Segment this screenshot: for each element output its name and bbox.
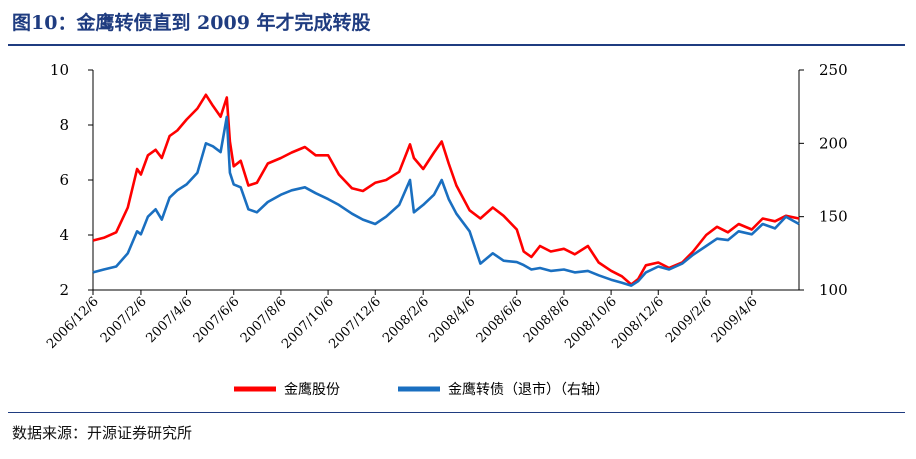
series-lines bbox=[92, 93, 800, 287]
x-tick-label: 2006/12/6 bbox=[44, 294, 102, 352]
tick-labels: 2468101001502002502006/12/62007/2/62007/… bbox=[44, 61, 848, 352]
x-tick-label: 2008/2/6 bbox=[380, 294, 432, 346]
title-rule bbox=[8, 44, 905, 46]
right-tick-label: 200 bbox=[819, 134, 848, 152]
x-tick-label: 2009/4/6 bbox=[709, 294, 761, 346]
x-tick-label: 2008/4/6 bbox=[427, 294, 479, 346]
line-chart: 2468101001502002502006/12/62007/2/62007/… bbox=[44, 61, 848, 398]
x-tick-label: 2008/12/6 bbox=[609, 294, 667, 352]
left-tick-label: 10 bbox=[50, 61, 69, 79]
x-tick-label: 2007/6/6 bbox=[191, 294, 243, 346]
left-tick-label: 8 bbox=[59, 116, 69, 134]
left-tick-label: 2 bbox=[59, 281, 69, 299]
right-tick-label: 250 bbox=[819, 61, 848, 79]
right-tick-label: 100 bbox=[819, 281, 848, 299]
x-tick-label: 2007/2/6 bbox=[98, 294, 150, 346]
right-tick-label: 150 bbox=[819, 208, 848, 226]
stock-price-line bbox=[92, 93, 800, 286]
x-tick-label: 2009/2/6 bbox=[663, 294, 715, 346]
source-rule bbox=[8, 412, 905, 413]
source-note: 数据来源：开源证券研究所 bbox=[12, 424, 193, 442]
x-tick-label: 2008/6/6 bbox=[474, 294, 526, 346]
left-tick-label: 4 bbox=[59, 226, 69, 244]
legend-bond-label: 金鹰转债（退市）（右轴） bbox=[448, 381, 609, 398]
legend-stock-label: 金鹰股份 bbox=[284, 382, 340, 398]
x-tick-label: 2007/12/6 bbox=[326, 294, 384, 352]
chart-axes bbox=[88, 69, 804, 295]
x-tick-label: 2007/4/6 bbox=[143, 294, 195, 346]
left-tick-label: 6 bbox=[59, 171, 69, 189]
legend: 金鹰股份 金鹰转债（退市）（右轴） bbox=[234, 381, 609, 398]
chart-title: 图10：金鹰转债直到 2009 年才完成转股 bbox=[12, 12, 371, 34]
bond-price-line bbox=[92, 115, 800, 287]
